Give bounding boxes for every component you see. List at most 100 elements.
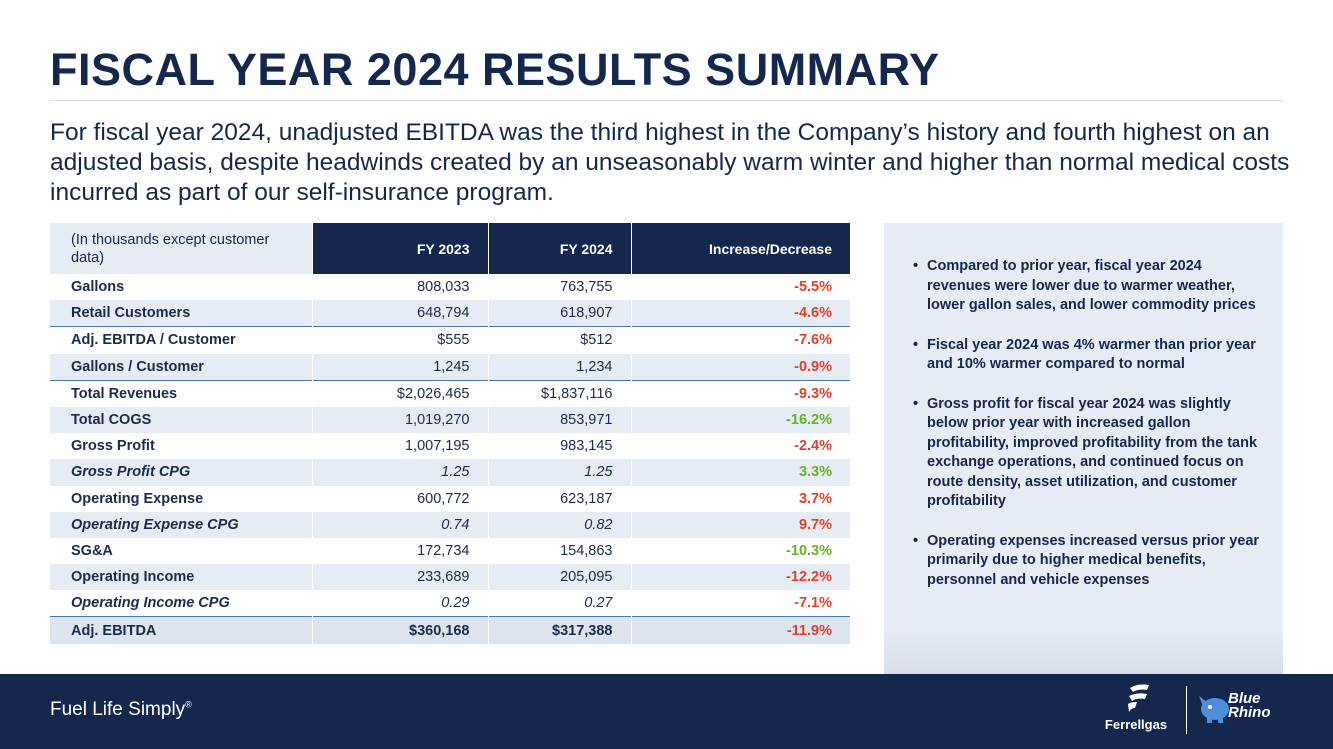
row-label: Total Revenues (50, 379, 312, 407)
table-row-gross-profit-cpg: Gross Profit CPG 1.25 1.25 3.3% (50, 459, 850, 486)
fy2023-value: $360,168 (311, 616, 488, 644)
bullet-icon: • (913, 336, 919, 353)
fy2024-value: 1.25 (487, 459, 631, 486)
fy2023-value: 648,794 (311, 300, 488, 327)
table-row-operating-expense-cpg: Operating Expense CPG 0.74 0.82 9.7% (50, 511, 850, 538)
table-row-operating-income-cpg: Operating Income CPG 0.29 0.27 -7.1% (50, 590, 850, 617)
ferrellgas-logo: Ferrellgas (1104, 684, 1168, 740)
commentary-list: • Compared to prior year, fiscal year 202… (884, 223, 1283, 590)
row-label: SG&A (71, 542, 113, 559)
row-label: Operating Expense CPG (50, 511, 312, 538)
fy2024-value: 618,907 (487, 300, 631, 327)
fy2023-value: 0.29 (311, 590, 488, 617)
fy2023-value: 233,689 (311, 564, 488, 591)
fy2024-value: 0.82 (487, 511, 631, 538)
column-header-fy2024: FY 2024 (487, 223, 631, 274)
row-label: Gallons (71, 279, 125, 296)
row-label: Retail Customers (50, 300, 312, 327)
blue-rhino-line1: Blue (1228, 690, 1261, 707)
logo-divider (1186, 686, 1187, 734)
fy2023-value: 1.25 (311, 459, 488, 486)
fy2023-value: 1,245 (311, 353, 488, 381)
blue-rhino-logo: Blue Rhino (1198, 688, 1288, 734)
fy2023-value: $555 (311, 326, 488, 354)
column-header-change: Increase/Decrease (630, 223, 850, 274)
footer-bar: Fuel Life Simply® Ferrellgas Blue Rhino (0, 674, 1333, 749)
blue-rhino-line2: Rhino (1228, 704, 1271, 721)
results-table: (In thousands except customer data) FY 2… (50, 223, 850, 644)
page-title: FISCAL YEAR 2024 RESULTS SUMMARY (50, 44, 940, 95)
fy2024-value: $1,837,116 (487, 379, 631, 407)
units-note: (In thousands except customer data) (50, 223, 312, 274)
blue-rhino-icon (1199, 696, 1229, 723)
bullet-revenues: • Compared to prior year, fiscal year 202… (913, 257, 1263, 316)
ferrellgas-wordmark: Ferrellgas (1104, 717, 1168, 732)
fy2023-value: 1,019,270 (311, 406, 488, 434)
change-value: -0.9% (630, 353, 850, 381)
change-value: -7.6% (630, 326, 850, 354)
bullet-text: Fiscal year 2024 was 4% warmer than prio… (927, 336, 1256, 373)
fy2023-value: 0.74 (311, 511, 488, 538)
fy2024-value: 205,095 (487, 564, 631, 591)
row-label: Operating Income (50, 564, 312, 591)
table-row-gallons: Gallons 808,033 763,755 -5.5% (50, 274, 850, 301)
change-value: -2.4% (630, 433, 850, 460)
change-value: -11.9% (630, 616, 850, 644)
title-divider (50, 100, 1283, 101)
fy2024-value: 623,187 (487, 485, 631, 512)
row-label: Gross Profit CPG (50, 459, 312, 486)
summary-paragraph: For fiscal year 2024, unadjusted EBITDA … (50, 119, 1290, 206)
row-label: Operating Income CPG (71, 595, 230, 612)
bullet-text: Operating expenses increased versus prio… (927, 532, 1260, 588)
change-value: 3.3% (630, 459, 850, 486)
change-value: -9.3% (630, 379, 850, 407)
fy2023-value: 172,734 (311, 537, 488, 565)
table-header-row: (In thousands except customer data) FY 2… (50, 223, 850, 274)
table-row-operating-expense: Operating Expense 600,772 623,187 3.7% (50, 485, 850, 512)
table-row-adj-ebitda-per-customer: Adj. EBITDA / Customer $555 $512 -7.6% (50, 326, 850, 354)
row-label: Adj. EBITDA / Customer (50, 326, 312, 354)
change-value: 3.7% (630, 485, 850, 512)
bullet-gross-profit: • Gross profit for fiscal year 2024 was s… (913, 395, 1263, 512)
table-row-adj-ebitda: Adj. EBITDA $360,168 $317,388 -11.9% (50, 616, 850, 644)
tagline: Fuel Life Simply® (50, 699, 192, 721)
bullet-text: Compared to prior year, fiscal year 2024… (927, 258, 1256, 313)
row-label: Adj. EBITDA (50, 616, 312, 644)
table-row-retail-customers: Retail Customers 648,794 618,907 -4.6% (50, 300, 850, 327)
fy2024-value: 1,234 (487, 353, 631, 381)
row-label: Gross Profit (71, 438, 155, 455)
change-value: -5.5% (630, 274, 850, 301)
table-row-total-revenues: Total Revenues $2,026,465 $1,837,116 -9.… (50, 379, 850, 407)
bullet-icon: • (913, 395, 919, 412)
bullet-weather: • Fiscal year 2024 was 4% warmer than pri… (913, 336, 1263, 375)
registered-mark: ® (185, 699, 192, 710)
row-label: Gallons / Customer (50, 353, 312, 381)
ferrellgas-flame-icon (1128, 684, 1149, 712)
bullet-icon: • (913, 258, 919, 274)
table-row-sga: SG&A 172,734 154,863 -10.3% (50, 537, 850, 565)
bullet-text: Gross profit for fiscal year 2024 was sl… (927, 395, 1258, 510)
tagline-text: Fuel Life Simply (50, 699, 186, 720)
fy2023-value: 808,033 (311, 274, 488, 301)
fy2024-value: 983,145 (487, 433, 631, 460)
bullet-icon: • (913, 532, 919, 549)
fy2024-value: 0.27 (487, 590, 631, 617)
fy2023-value: 1,007,195 (311, 433, 488, 460)
row-label: Operating Expense (71, 490, 204, 507)
change-value: -16.2% (630, 406, 850, 434)
fy2024-value: 853,971 (487, 406, 631, 434)
change-value: -10.3% (630, 537, 850, 565)
change-value: -4.6% (630, 300, 850, 327)
blue-rhino-wordmark: Blue Rhino (1228, 690, 1271, 721)
change-value: 9.7% (630, 511, 850, 538)
change-value: -12.2% (630, 564, 850, 591)
table-row-gallons-per-customer: Gallons / Customer 1,245 1,234 -0.9% (50, 353, 850, 381)
table-row-total-cogs: Total COGS 1,019,270 853,971 -16.2% (50, 406, 850, 434)
change-value: -7.1% (630, 590, 850, 617)
bullet-operating-expenses: • Operating expenses increased versus pri… (913, 532, 1263, 591)
fy2023-value: 600,772 (311, 485, 488, 512)
fy2024-value: 763,755 (487, 274, 631, 301)
table-row-operating-income: Operating Income 233,689 205,095 -12.2% (50, 564, 850, 591)
fy2023-value: $2,026,465 (311, 379, 488, 407)
fy2024-value: 154,863 (487, 537, 631, 565)
